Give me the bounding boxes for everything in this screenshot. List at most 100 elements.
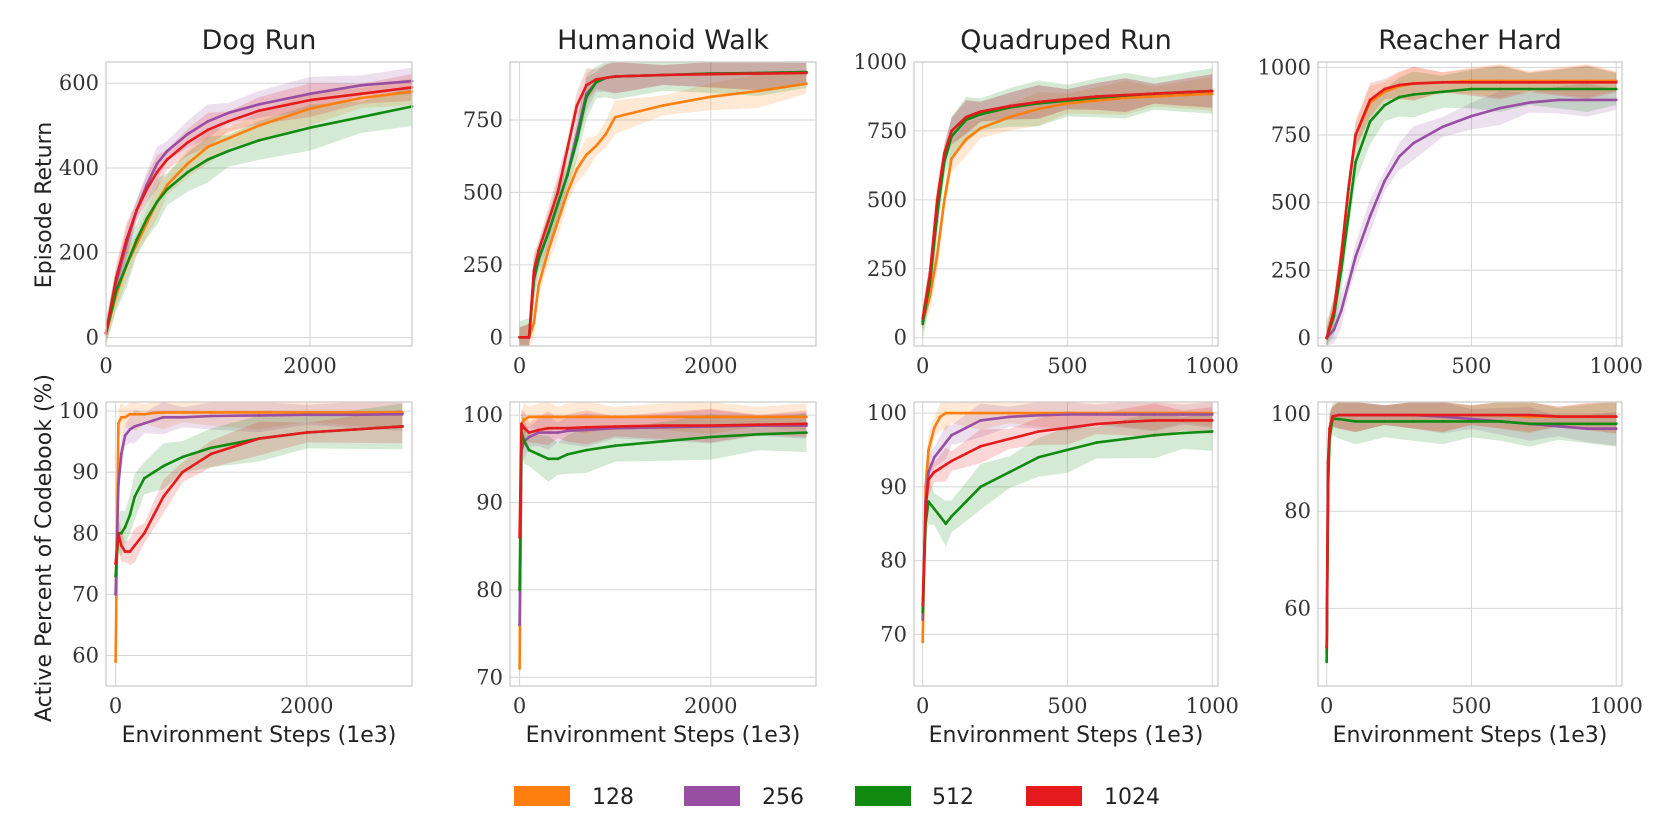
panel-1-ytick-label: 0 — [490, 325, 503, 349]
panel-6-point-1024 — [921, 603, 925, 607]
panel-0-point-128 — [257, 124, 261, 127]
panel-6: 0 500 1000 70 80 90 100 Environment Steps (1e3) — [867, 401, 1239, 748]
panel-6-point-1024 — [979, 444, 982, 448]
panel-2-frame — [913, 61, 1219, 347]
panel-6-point-512 — [1124, 437, 1127, 441]
panel-2-point-1024 — [1037, 100, 1040, 104]
panel-5-frame — [509, 401, 817, 687]
panel-6-point-128 — [921, 640, 925, 644]
panel-5-point-1024 — [757, 423, 760, 427]
panel-6-point-128 — [1008, 411, 1011, 415]
panel-6-point-512 — [1095, 441, 1098, 444]
panel-4-point-1024 — [152, 513, 156, 517]
panel-7-xtick-label: 1000 — [1589, 694, 1642, 718]
panel-4-point-128 — [128, 412, 132, 416]
panel-0-point-1024 — [155, 170, 159, 174]
panel-6-point-128 — [938, 415, 942, 419]
panel-4-point-256 — [128, 428, 132, 431]
panel-4-point-128 — [152, 411, 156, 415]
panel-3-point-512 — [1614, 87, 1618, 91]
panel-0-point-1024 — [114, 276, 118, 280]
panel-6-point-256 — [944, 441, 948, 444]
panel-6-point-1024 — [1210, 419, 1214, 422]
panel-0-band-1024 — [106, 74, 412, 344]
panel-4-point-1024 — [133, 544, 137, 547]
panel-1-point-128 — [757, 89, 760, 93]
panel-6-point-512 — [1181, 431, 1185, 435]
panel-7-point-1024 — [1326, 461, 1330, 465]
panel-4-ytick-label: 80 — [72, 521, 99, 545]
panel-0-ytick-label: 600 — [59, 71, 99, 95]
panel-6-point-512 — [1037, 455, 1040, 459]
panel-1-point-128 — [575, 167, 579, 171]
panel-6-point-128 — [1037, 411, 1040, 415]
legend: 128 256 512 1024 — [514, 785, 1160, 810]
panel-0-point-512 — [114, 289, 118, 293]
panel-2-point-1024 — [1095, 95, 1098, 98]
panel-7-ytick-label: 60 — [1284, 596, 1311, 620]
panel-4-point-128 — [305, 411, 309, 414]
panel-6-point-1024 — [1037, 430, 1040, 433]
panel-1-point-128 — [604, 133, 607, 136]
panel-4-point-128 — [123, 415, 127, 419]
panel-3-point-256 — [1528, 101, 1531, 104]
panel-4: 0 2000 60 70 80 90 100 Environment Steps (1e3) — [59, 399, 413, 748]
panel-5-band-1024 — [519, 408, 807, 548]
panel-1-point-128 — [805, 82, 808, 86]
panel-5-point-512 — [566, 453, 569, 456]
panel-4-point-1024 — [181, 470, 184, 474]
panel-5-point-256 — [518, 623, 521, 627]
panel-6-point-1024 — [1095, 422, 1098, 426]
panel-7-point-512 — [1556, 422, 1560, 426]
panel-0-frame — [105, 61, 413, 347]
panel-6-point-256 — [1124, 413, 1127, 416]
panel-3-point-512 — [1412, 93, 1415, 96]
panel-4-band-1024 — [115, 409, 403, 574]
panel-4-point-128 — [133, 412, 137, 416]
panel-7-xlabel: Environment Steps (1e3) — [1333, 723, 1608, 748]
panel-5-point-128 — [537, 415, 541, 419]
panel-6-point-256 — [1066, 413, 1069, 416]
panel-4-point-1024 — [257, 437, 261, 440]
panel-2-point-512 — [979, 113, 982, 116]
panel-7-xtick-label: 0 — [1320, 694, 1333, 718]
panel-7-point-512 — [1354, 420, 1357, 423]
panel-4-point-256 — [152, 418, 156, 422]
panel-2-point-128 — [1210, 92, 1214, 96]
panel-6-ytick-label: 90 — [880, 475, 907, 499]
panel-3-point-256 — [1412, 141, 1415, 145]
panel-0-point-256 — [308, 92, 312, 96]
panel-1-point-512 — [546, 231, 550, 235]
panel-3-point-512 — [1368, 120, 1372, 123]
panel-5-point-512 — [757, 432, 760, 436]
panel-5-point-128 — [613, 415, 617, 419]
panel-4-point-512 — [181, 455, 184, 459]
panel-6-point-512 — [938, 514, 942, 518]
panel-3-point-1024 — [1499, 80, 1502, 84]
panel-2-point-1024 — [964, 115, 968, 119]
panel-7-point-1024 — [1614, 415, 1618, 418]
panel-0-point-1024 — [125, 238, 128, 242]
panel-3-point-256 — [1585, 98, 1589, 102]
panel-0-band-128 — [106, 78, 412, 344]
panel-6-point-512 — [979, 485, 982, 489]
panel-5-point-512 — [518, 588, 521, 592]
panel-6-point-512 — [921, 610, 925, 614]
panel-6-point-1024 — [1124, 420, 1127, 424]
panel-2: 0 500 1000 0 250 500 750 1000 Quadruped Run — [854, 25, 1239, 378]
panel-6-point-256 — [932, 455, 936, 459]
panel-4-frame — [105, 401, 413, 687]
panel-7-point-256 — [1556, 424, 1560, 428]
panel-2-ytick-label: 0 — [894, 326, 907, 350]
panel-6-point-512 — [927, 500, 930, 503]
panel-4-point-128 — [257, 411, 261, 414]
panel-3-background — [1318, 62, 1622, 346]
panel-5-point-1024 — [522, 426, 526, 430]
panel-0-point-128 — [206, 145, 210, 149]
panel-6-ytick-label: 80 — [880, 549, 907, 573]
panel-6-point-512 — [964, 500, 968, 503]
legend-swatch-256 — [684, 786, 740, 806]
panel-4-point-512 — [128, 513, 132, 517]
panel-2-point-1024 — [979, 110, 982, 113]
